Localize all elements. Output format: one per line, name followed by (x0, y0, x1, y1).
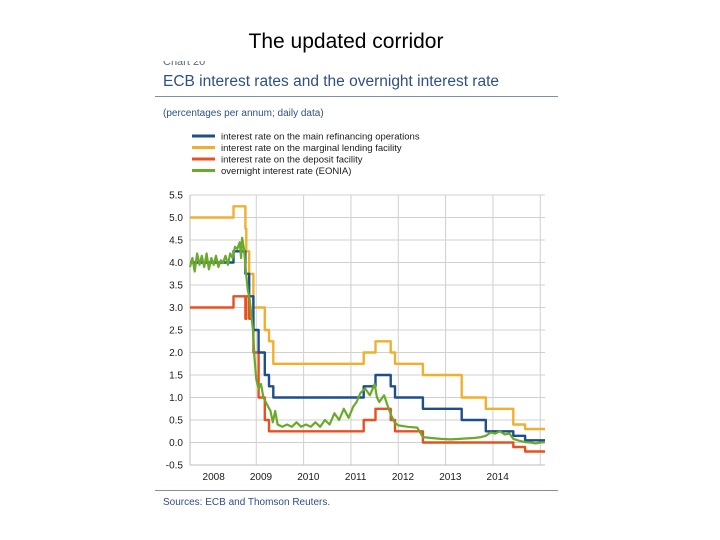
x-tick-label: 2013 (439, 472, 462, 483)
series-line-3 (190, 295, 545, 453)
legend-label: interest rate on the main refinancing op… (221, 132, 420, 143)
y-tick-label: 5.5 (169, 191, 183, 202)
y-tick-label: 3.5 (169, 281, 183, 292)
legend-label: overnight interest rate (EONIA) (221, 166, 351, 177)
chart-title: ECB interest rates and the overnight int… (163, 73, 500, 90)
y-tick-label: 2.0 (169, 348, 183, 359)
plot-series (188, 205, 546, 453)
slide-title: The updated corridor (248, 30, 444, 53)
series-line-4 (188, 236, 546, 445)
legend: interest rate on the main refinancing op… (192, 132, 420, 177)
legend-label: interest rate on the marginal lending fa… (221, 143, 402, 154)
y-tick-label: 4.0 (169, 258, 183, 269)
title-divider (155, 96, 558, 97)
grid-lines (189, 194, 545, 466)
y-tick-label: 0.5 (169, 416, 183, 427)
sources-divider (155, 490, 558, 491)
x-axis: 2008 2009 2010 2011 2012 2013 2014 (203, 472, 510, 483)
chart-subtitle: (percentages per annum; daily data) (163, 108, 324, 119)
x-tick-label: 2009 (250, 472, 273, 483)
x-tick-label: 2010 (297, 472, 320, 483)
y-tick-label: 2.5 (169, 326, 183, 337)
y-tick-label: 4.5 (169, 236, 183, 247)
y-tick-label: -0.5 (166, 461, 184, 472)
y-tick-label: 5.0 (169, 213, 183, 224)
y-tick-label: 1.0 (169, 393, 183, 404)
x-tick-label: 2008 (203, 472, 226, 483)
legend-label: interest rate on the deposit facility (221, 155, 363, 166)
sources-note: Sources: ECB and Thomson Reuters. (163, 497, 331, 508)
x-tick-label: 2012 (392, 472, 415, 483)
y-tick-label: 3.0 (169, 303, 183, 314)
y-axis: 5.5 5.0 4.5 4.0 3.5 3.0 2.5 2.0 1.5 1.0 0.5 0.0 -0.5 (166, 191, 184, 472)
x-tick-label: 2014 (487, 472, 510, 483)
series-line-1 (190, 250, 545, 442)
y-tick-label: 0.0 (169, 438, 183, 449)
x-tick-label: 2011 (345, 472, 367, 483)
y-tick-label: 1.5 (169, 371, 183, 382)
chart-number: Chart 20 (163, 56, 206, 68)
